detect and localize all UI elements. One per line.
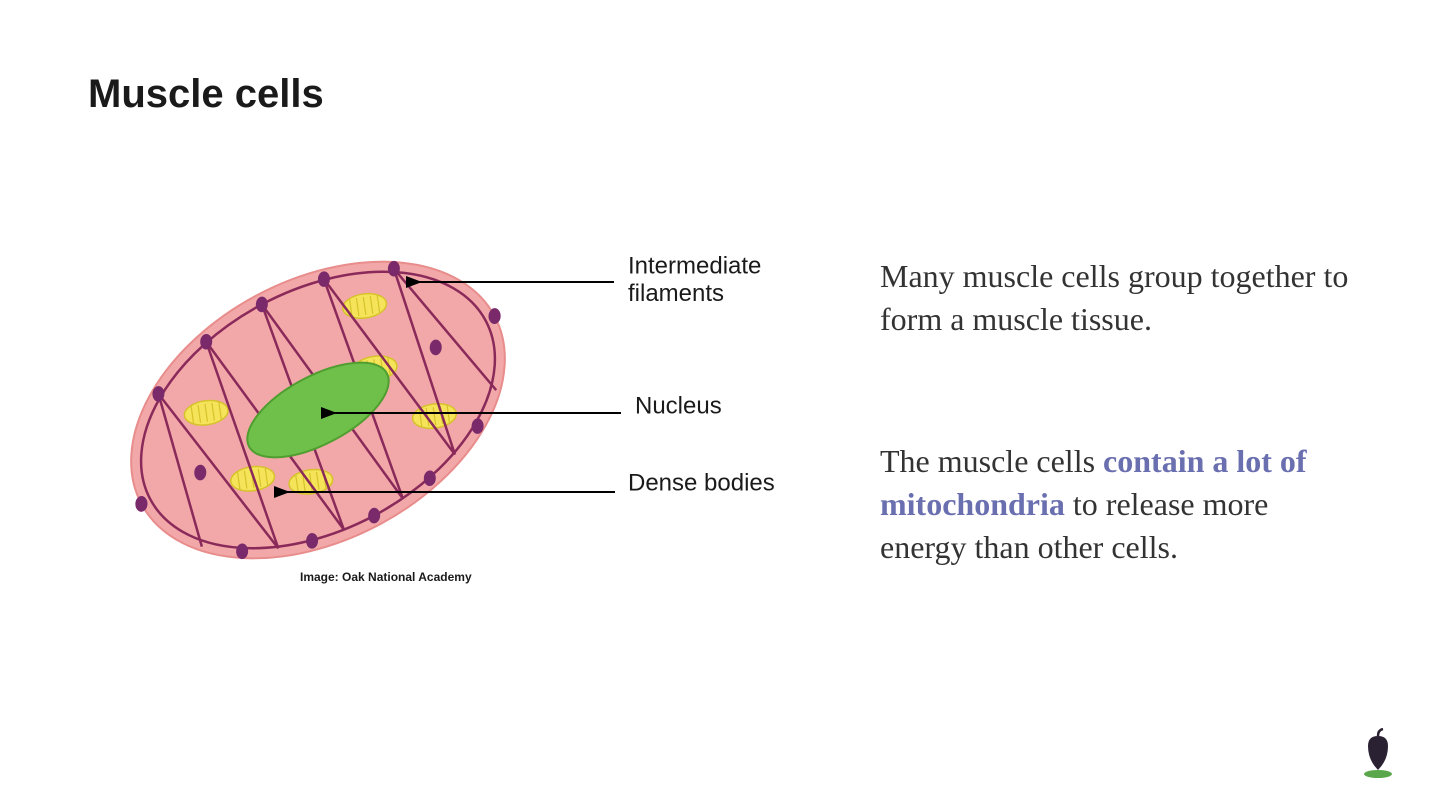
body-text: Many muscle cells group together to form… xyxy=(880,258,1348,337)
label-nucleus: Nucleus xyxy=(635,392,722,419)
acorn-stem xyxy=(1378,729,1383,736)
body-text: The muscle cells xyxy=(880,443,1103,479)
paragraph-p1: Many muscle cells group together to form… xyxy=(880,255,1360,341)
acorn-base xyxy=(1364,770,1392,778)
label-intermediate-filaments: filaments xyxy=(628,280,724,307)
acorn-logo-icon xyxy=(1356,728,1400,780)
page-title: Muscle cells xyxy=(88,72,324,117)
cell-svg: Intermediatefilaments Nucleus Dense bodies xyxy=(88,210,788,610)
paragraph-p2: The muscle cells contain a lot of mitoch… xyxy=(880,440,1360,570)
muscle-cell-diagram: Intermediatefilaments Nucleus Dense bodies xyxy=(88,210,788,610)
label-intermediate-filaments: Intermediate xyxy=(628,252,761,279)
image-credit: Image: Oak National Academy xyxy=(300,570,472,584)
acorn-body xyxy=(1368,736,1388,770)
label-dense-bodies: Dense bodies xyxy=(628,469,775,496)
